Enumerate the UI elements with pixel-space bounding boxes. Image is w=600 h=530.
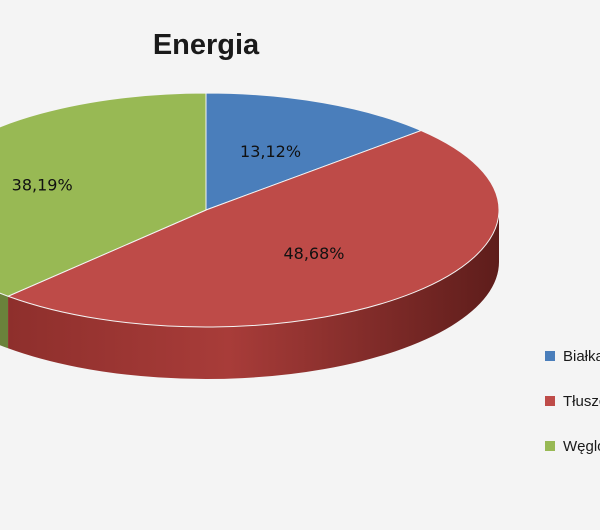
data-label-1: 13,12%: [240, 142, 301, 161]
pie-slices: [0, 92, 500, 328]
pie-side-2: [8, 210, 500, 379]
pie-slice-1: [205, 92, 423, 211]
legend-label-2: Tłuszcze: [563, 393, 600, 410]
data-label-3: 38,19%: [12, 176, 73, 195]
legend: Białka Tłuszcze Węglowodany: [545, 348, 600, 455]
pie-slice-2: [6, 130, 500, 328]
legend-swatch-1: [545, 351, 555, 361]
legend-label-3: Węglowodany: [563, 438, 600, 455]
legend-swatch-2: [545, 396, 555, 406]
pie-side-3: [0, 293, 9, 349]
legend-label-1: Białka: [563, 348, 600, 365]
pie-sides: [0, 210, 500, 379]
data-labels: 13,12% 48,68% 38,19%: [12, 142, 345, 263]
data-label-2: 48,68%: [283, 244, 344, 263]
chart-title: Energia: [153, 29, 260, 61]
pie-slice-3: [0, 92, 207, 297]
legend-swatch-3: [545, 441, 555, 451]
